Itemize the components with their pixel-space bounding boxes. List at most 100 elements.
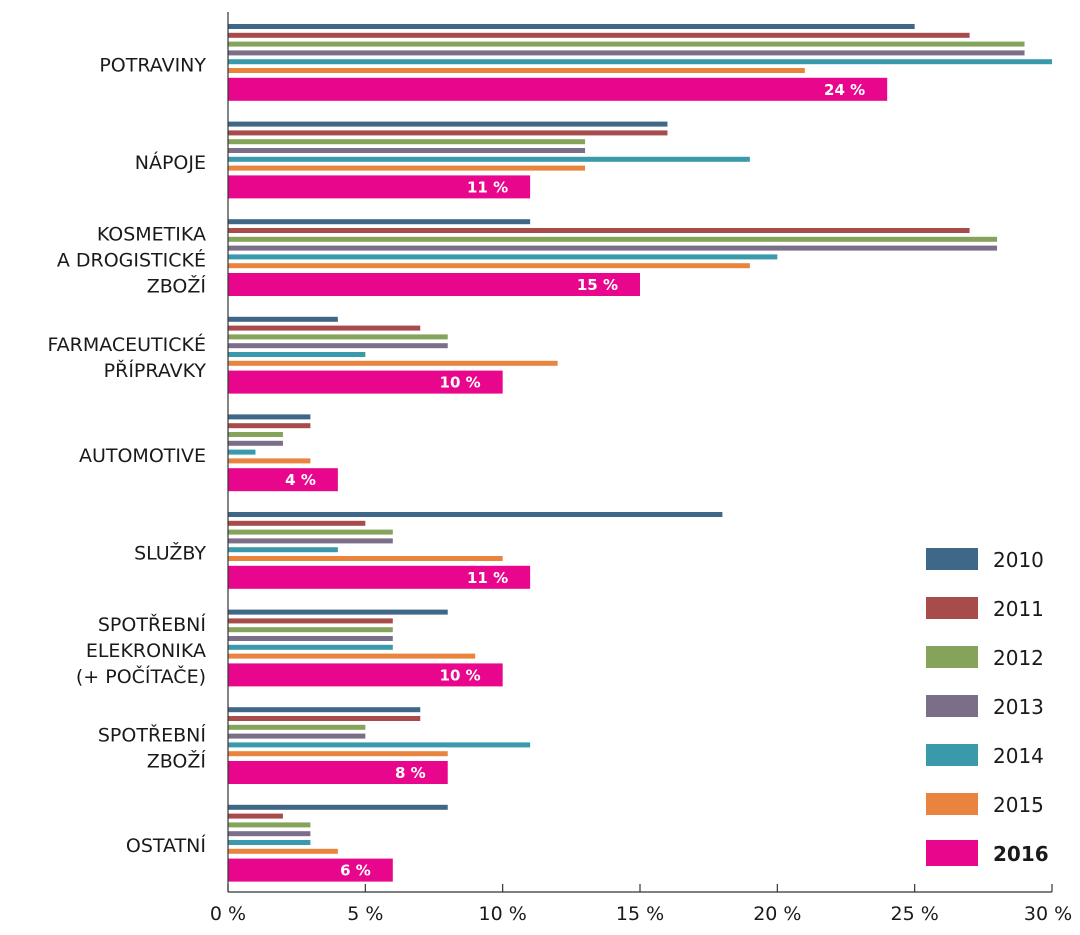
bar-2013-2 (228, 245, 998, 251)
bar-2010-3 (228, 316, 338, 322)
category-label: SLUŽBY (134, 541, 206, 564)
legend-label-2010: 2010 (993, 548, 1044, 572)
bar-2016-4 (228, 468, 338, 492)
bar-2015-6 (228, 653, 476, 659)
bar-2015-1 (228, 165, 586, 171)
legend-label-2012: 2012 (993, 646, 1044, 670)
data-label: 10 % (440, 666, 481, 684)
legend-swatch-2012 (926, 646, 978, 668)
bar-2012-2 (228, 236, 998, 242)
bar-2012-4 (228, 432, 283, 437)
bar-2013-1 (228, 148, 586, 153)
bar-2013-7 (228, 733, 366, 739)
category-label: SPOTŘEBNÍ ELEKRONIKA (+ POČÍTAČE) (76, 613, 207, 688)
bar-2013-6 (228, 636, 393, 641)
legend-label-2014: 2014 (993, 744, 1044, 768)
bar-2015-3 (228, 360, 558, 366)
bar-2011-4 (228, 423, 311, 429)
bar-2014-7 (228, 742, 531, 748)
data-label: 6 % (340, 862, 371, 880)
legend-label-2015: 2015 (993, 793, 1044, 817)
bar-2016-8 (228, 858, 393, 882)
bar-2014-4 (228, 449, 256, 455)
bar-2011-0 (228, 32, 970, 38)
bars (228, 24, 1052, 882)
x-tick-label: 20 % (753, 903, 801, 925)
bar-2015-2 (228, 263, 750, 269)
bar-2011-1 (228, 130, 668, 136)
x-tick-label: 10 % (479, 903, 527, 925)
category-label: SPOTŘEBNÍ ZBOŽÍ (98, 724, 207, 773)
bar-2012-3 (228, 334, 448, 340)
x-axis: 0 % 5 % 10 % 15 % 20 % 25 % 30 % (210, 12, 1072, 925)
bar-2016-2 (228, 273, 640, 296)
legend-swatch-2014 (926, 744, 978, 766)
legend-swatch-2010 (926, 548, 978, 570)
bar-2015-7 (228, 751, 448, 757)
bar-2013-5 (228, 538, 393, 544)
bar-2014-8 (228, 840, 311, 845)
bar-2010-2 (228, 219, 531, 225)
bar-2010-4 (228, 414, 311, 420)
category-label: POTRAVINY (99, 54, 206, 76)
data-label: 10 % (440, 374, 481, 392)
category-labels: POTRAVINY NÁPOJE KOSMETIKA A DROGISTICKÉ ZBO… (47, 54, 206, 857)
bar-2015-0 (228, 68, 805, 73)
data-label: 15 % (577, 276, 618, 294)
x-tick-label: 0 % (210, 903, 246, 925)
bar-2010-1 (228, 121, 668, 127)
legend: 2010 2011 2012 2013 2014 2015 2016 (926, 548, 1049, 866)
bar-2012-0 (228, 41, 1025, 47)
x-tick-label: 25 % (891, 903, 939, 925)
data-label: 4 % (285, 471, 316, 489)
bar-2016-5 (228, 565, 531, 589)
bar-2014-0 (228, 59, 1052, 65)
bar-2016-0 (228, 77, 888, 101)
category-label: FARMACEUTICKÉ PŘÍPRAVKY (47, 333, 206, 382)
category-label: NÁPOJE (135, 151, 206, 174)
bar-2016-1 (228, 175, 531, 199)
legend-swatch-2013 (926, 695, 978, 717)
bar-2015-5 (228, 556, 503, 561)
bar-2010-8 (228, 804, 448, 810)
category-label: AUTOMOTIVE (79, 445, 206, 467)
legend-label-2016: 2016 (993, 842, 1049, 866)
bar-2010-5 (228, 512, 723, 517)
bar-2015-4 (228, 458, 311, 464)
x-tick-label: 30 % (1024, 903, 1072, 925)
bar-2014-1 (228, 156, 750, 162)
bar-2011-7 (228, 716, 421, 721)
bar-2012-1 (228, 139, 586, 145)
data-label: 24 % (824, 81, 865, 99)
bar-2016-6 (228, 663, 503, 687)
legend-swatch-2016 (926, 840, 978, 866)
bar-2013-8 (228, 831, 311, 837)
bar-2015-8 (228, 848, 338, 854)
legend-swatch-2015 (926, 793, 978, 815)
bar-2016-3 (228, 370, 503, 394)
bar-2013-0 (228, 50, 1025, 56)
bar-2016-7 (228, 761, 448, 784)
bar-2010-6 (228, 609, 448, 615)
bar-2014-6 (228, 644, 393, 650)
bar-2014-3 (228, 352, 366, 357)
x-tick-label: 15 % (616, 903, 664, 925)
legend-label-2011: 2011 (993, 597, 1044, 621)
bar-2011-8 (228, 813, 283, 819)
legend-label-2013: 2013 (993, 695, 1044, 719)
bar-2011-6 (228, 618, 393, 624)
bar-2012-6 (228, 627, 393, 633)
bar-2011-3 (228, 325, 421, 331)
data-label: 11 % (467, 178, 508, 196)
bar-2014-2 (228, 254, 778, 260)
data-labels: 24 % 11 % 15 % 10 % 4 % 11 % 10 % 8 % 6 % (285, 81, 865, 880)
bar-2012-5 (228, 529, 393, 535)
bar-2010-0 (228, 24, 915, 29)
bar-2014-5 (228, 547, 338, 553)
category-label: KOSMETIKA A DROGISTICKÉ ZBOŽÍ (57, 224, 207, 298)
bar-2013-4 (228, 440, 283, 446)
bar-2011-2 (228, 228, 970, 233)
bar-2012-8 (228, 822, 311, 828)
data-label: 11 % (467, 569, 508, 587)
